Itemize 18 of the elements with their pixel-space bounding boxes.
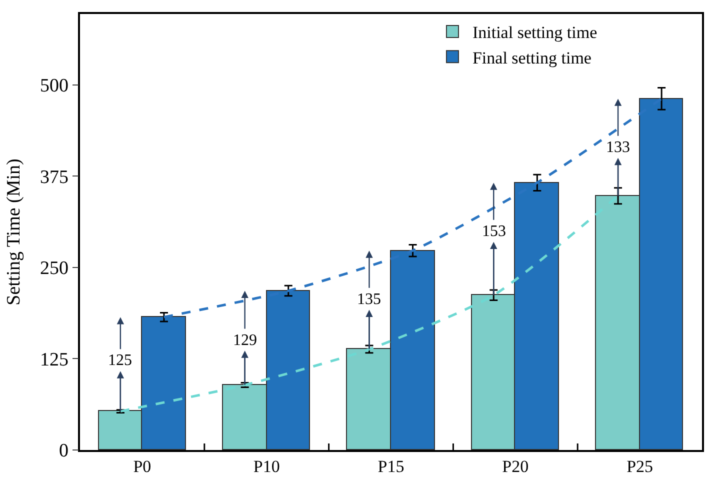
x-tick-label: P20	[502, 457, 529, 476]
annotation: 153	[482, 223, 506, 240]
legend-label: Final setting time	[472, 48, 592, 68]
annotation: 133	[606, 139, 630, 156]
y-tick-label: 0	[58, 440, 68, 462]
annotation: 125	[108, 352, 132, 369]
y-tick-label: 125	[40, 349, 68, 370]
x-tick-label: P0	[133, 457, 152, 476]
legend-label: Initial setting time	[472, 23, 598, 42]
annotation: 129	[233, 332, 257, 349]
annotation: 135	[357, 291, 381, 308]
y-axis-title: Setting Time (Min)	[3, 158, 24, 306]
x-tick-label: P25	[626, 457, 654, 476]
x-tick-label: P15	[378, 457, 404, 476]
y-tick-label: 500	[40, 75, 68, 96]
y-tick-label: 250	[40, 258, 68, 280]
y-tick-label: 375	[40, 166, 68, 188]
x-tick-label: P10	[253, 457, 280, 476]
